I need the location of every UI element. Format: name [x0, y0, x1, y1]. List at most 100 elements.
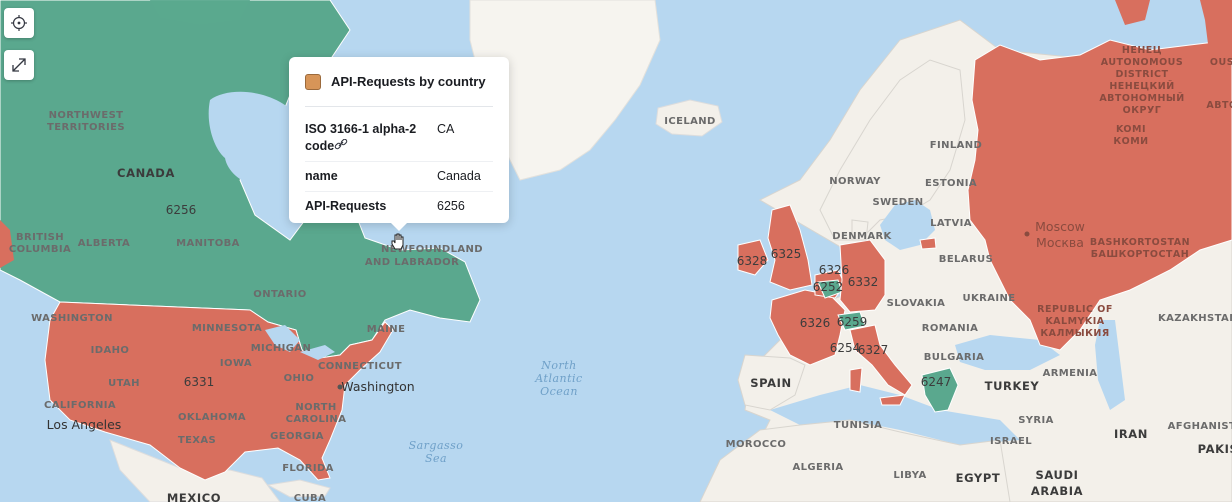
baltic-sea: [880, 200, 935, 250]
switzerland-region[interactable]: [837, 311, 866, 331]
label-libya: LIBYA: [893, 470, 926, 481]
label-denmark: DENMARK: [832, 231, 892, 242]
james-bay: [255, 182, 280, 222]
label-norway: NORWAY: [829, 176, 881, 187]
label-slovakia: SLOVAKIA: [887, 298, 946, 309]
tooltip-key: API-Requests: [305, 199, 387, 213]
label-komi-1: KOMI: [1116, 124, 1146, 135]
value-belgium: 6252: [813, 280, 844, 294]
value-usa: 6331: [184, 375, 215, 389]
label-estonia: ESTONIA: [925, 178, 977, 189]
label-kazakhstan: KAZAKHSTAN: [1158, 313, 1232, 324]
label-romania: ROMANIA: [922, 323, 979, 334]
locate-button[interactable]: [4, 8, 34, 38]
label-oklahoma: OKLAHOMA: [178, 412, 246, 423]
label-ous: OUS: [1210, 57, 1232, 68]
label-spain: SPAIN: [750, 376, 791, 390]
label-belarus: BELARUS: [939, 254, 993, 265]
layer-color-swatch: [305, 73, 321, 90]
label-washington-state: WASHINGTON: [31, 313, 113, 324]
washington-dot: [337, 384, 343, 390]
tooltip-key-text: ISO 3166-1 alpha-2 code: [305, 122, 417, 153]
label-iowa: IOWA: [220, 358, 252, 369]
label-pakis: PAKIS: [1198, 442, 1232, 456]
fullscreen-button[interactable]: [4, 50, 34, 80]
tooltip-title: API-Requests by country: [331, 74, 486, 89]
link-icon[interactable]: [334, 138, 348, 151]
black-sea: [955, 335, 1060, 370]
label-kalmykia-1: REPUBLIC OF: [1037, 304, 1113, 315]
label-ohio: OHIO: [284, 373, 315, 384]
label-north-atlantic-3: Ocean: [540, 385, 578, 398]
tooltip-row: name Canada: [305, 162, 493, 192]
alaska-region: [0, 220, 14, 268]
greece-region[interactable]: [921, 367, 959, 413]
label-cuba: CUBA: [294, 493, 326, 502]
label-turkey: TURKEY: [985, 379, 1040, 393]
label-idaho: IDAHO: [91, 345, 130, 356]
value-italy: 6327: [858, 343, 889, 357]
label-saudi-1: SAUDI: [1036, 468, 1079, 482]
label-iceland: ICELAND: [664, 116, 715, 127]
label-syria: SYRIA: [1018, 415, 1054, 426]
label-georgia: GEORGIA: [270, 431, 324, 442]
tooltip-row: ISO 3166-1 alpha-2 code CA: [305, 107, 493, 162]
label-bashkortostan-2: БАШКОРТОСТАН: [1091, 249, 1189, 260]
feature-tooltip: API-Requests by country ISO 3166-1 alpha…: [289, 57, 509, 231]
label-manitoba: MANITOBA: [176, 238, 240, 249]
label-sweden: SWEDEN: [873, 197, 924, 208]
mediterranean: [770, 385, 1020, 445]
ireland-region[interactable]: [737, 239, 769, 276]
label-afghanistan: AFGHANISTAN: [1168, 421, 1232, 432]
label-florida: FLORIDA: [282, 463, 334, 474]
value-netherlands: 6326: [819, 263, 850, 277]
label-nenets-3: DISTRICT: [1115, 69, 1168, 80]
label-north-carolina-1: NORTH: [295, 402, 336, 413]
label-utah: UTAH: [108, 378, 140, 389]
label-nenets-4: НЕНЕЦКИЙ: [1109, 80, 1174, 92]
tooltip-rows: ISO 3166-1 alpha-2 code CA name Canada A…: [305, 107, 493, 221]
caspian-sea: [1095, 320, 1125, 410]
label-latvia: LATVIA: [930, 218, 972, 229]
value-italy-n: 6254: [830, 341, 861, 355]
label-finland: FINLAND: [930, 140, 983, 151]
label-north-carolina-2: CAROLINA: [286, 414, 347, 425]
russia-region[interactable]: [967, 39, 1232, 351]
label-alberta: ALBERTA: [78, 238, 130, 249]
label-bashkortostan-1: BASHKORTOSTAN: [1090, 237, 1190, 248]
tooltip-value: 6256: [437, 199, 465, 213]
label-connecticut: CONNECTICUT: [318, 361, 402, 372]
moscow-dot: [1024, 231, 1030, 237]
label-british-columbia-2: COLUMBIA: [9, 244, 71, 255]
uk-region[interactable]: [767, 204, 813, 291]
value-uk: 6325: [771, 247, 802, 261]
label-washington-city: Washington: [341, 379, 414, 394]
tooltip-key: ISO 3166-1 alpha-2 code: [305, 115, 437, 161]
cuba-land: [266, 479, 331, 498]
great-lakes: [265, 325, 335, 360]
value-ireland: 6328: [737, 254, 768, 268]
baltic-state-region[interactable]: [919, 237, 937, 250]
tooltip-row: API-Requests 6256: [305, 192, 493, 221]
value-switzerland: 6259: [837, 315, 868, 329]
usa-region[interactable]: [44, 301, 394, 481]
hand-cursor-icon: [391, 233, 404, 250]
label-michigan: MICHIGAN: [251, 343, 312, 354]
label-newfoundland-2: AND LABRADOR: [365, 257, 459, 268]
denmark-land: [851, 219, 869, 241]
iceland: [655, 99, 723, 137]
label-moscow-2: Москва: [1036, 235, 1084, 250]
hudson-bay: [208, 91, 303, 186]
label-newfoundland-1: NEWFOUNDLAND: [381, 244, 483, 255]
tooltip-value: Canada: [437, 169, 481, 183]
germany-region[interactable]: [839, 239, 886, 313]
label-north-atlantic-1: North: [540, 359, 577, 372]
expand-icon: [12, 58, 26, 72]
arctic-islands: [150, 0, 250, 25]
label-morocco: MOROCCO: [726, 439, 787, 450]
label-nenets-6: ОКРУГ: [1123, 105, 1162, 116]
italy-region[interactable]: [849, 324, 913, 406]
label-california: CALIFORNIA: [44, 400, 116, 411]
label-ukraine: UKRAINE: [962, 293, 1015, 304]
